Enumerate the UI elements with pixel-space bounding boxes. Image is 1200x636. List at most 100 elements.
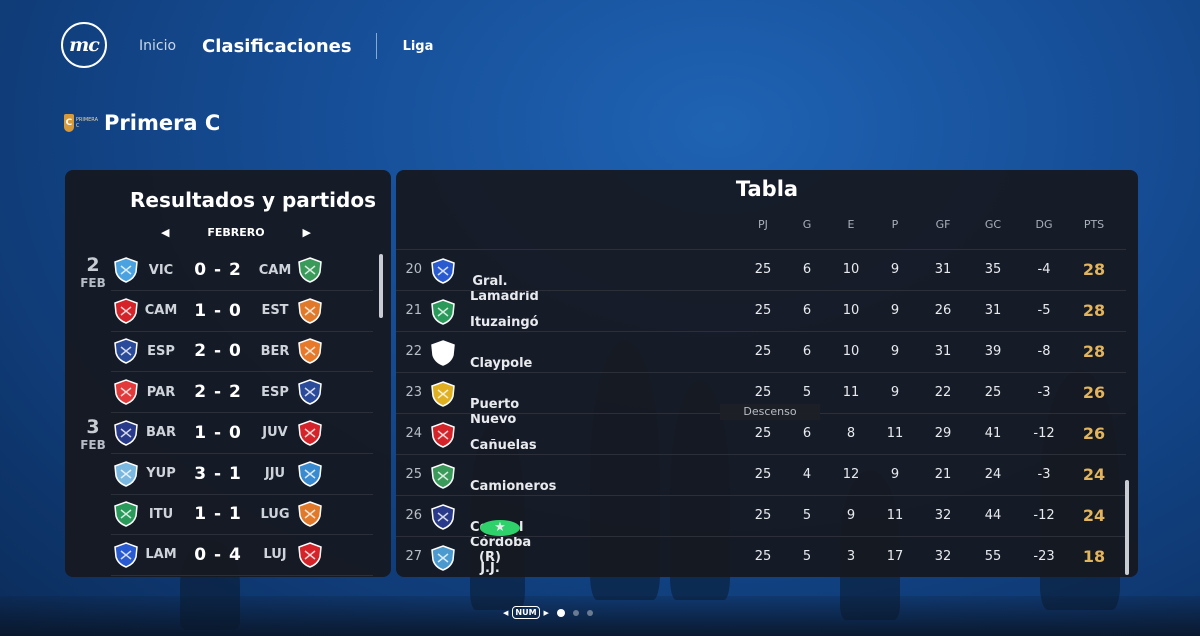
team-position: 20 <box>405 262 422 277</box>
team-crest-icon <box>428 379 458 409</box>
date-month: FEB <box>80 438 106 452</box>
match-row[interactable]: PAR 2 - 2 ESP <box>111 372 373 414</box>
match-row[interactable]: ITU 1 - 1 LUG <box>111 494 373 536</box>
stat-pts: 26 <box>1082 424 1106 443</box>
stat-p: 9 <box>890 344 900 359</box>
home-team-abbr: ESP <box>147 343 175 359</box>
stat-gc: 31 <box>984 303 1002 318</box>
stat-p: 9 <box>890 385 900 400</box>
nav-liga[interactable]: Liga <box>402 38 434 54</box>
stat-dg: -5 <box>1037 303 1051 318</box>
stat-e: 3 <box>846 549 856 564</box>
home-team-abbr: LAM <box>145 547 177 563</box>
stat-e: 10 <box>842 303 860 318</box>
match-row[interactable]: LAM 0 - 4 LUJ <box>111 535 373 576</box>
away-team-crest-icon <box>295 418 325 448</box>
match-row[interactable]: BAR 1 - 0 JUV <box>111 413 373 454</box>
away-team-abbr: LUG <box>260 506 290 522</box>
app-logo[interactable]: mc <box>61 22 107 68</box>
away-team-crest-icon <box>295 459 325 489</box>
away-team-abbr: BER <box>260 343 290 359</box>
standings-row[interactable]: 21 Ituzaingó 25 6 10 9 26 31 -5 28 <box>396 290 1126 331</box>
nav-clasificaciones[interactable]: Clasificaciones <box>202 35 352 57</box>
pager-right-icon[interactable]: ▶ <box>543 608 549 617</box>
home-team-crest-icon <box>111 540 141 570</box>
stat-pts: 24 <box>1082 465 1106 484</box>
stat-pts: 26 <box>1082 383 1106 402</box>
prev-month-icon[interactable]: ◀ <box>161 226 170 239</box>
nav-inicio[interactable]: Inicio <box>139 38 177 54</box>
team-crest-icon <box>428 543 458 573</box>
team-position: 24 <box>405 426 422 441</box>
stat-gc: 35 <box>984 262 1002 277</box>
stat-gf: 31 <box>934 262 952 277</box>
stat-e: 10 <box>842 262 860 277</box>
away-team-abbr: ESP <box>261 384 289 400</box>
team-name: Camioneros <box>470 479 557 494</box>
team-position: 22 <box>405 344 422 359</box>
stat-e: 11 <box>842 385 860 400</box>
match-row[interactable]: YUP 3 - 1 JJU <box>111 454 373 495</box>
match-score: 2 - 0 <box>194 341 242 362</box>
away-team-crest-icon <box>295 255 325 285</box>
month-label: FEBRERO <box>207 226 265 239</box>
stat-dg: -12 <box>1033 508 1055 523</box>
stat-gf: 21 <box>934 467 952 482</box>
stat-dg: -3 <box>1037 385 1051 400</box>
standings-row[interactable]: 23 Puerto Nuevo 25 5 11 9 22 25 -3 26 <box>396 372 1126 427</box>
standings-scrollbar[interactable] <box>1125 480 1129 575</box>
stat-gf: 26 <box>934 303 952 318</box>
standings-row[interactable]: 20 Gral. Lamadrid 25 6 10 9 31 35 -4 28 <box>396 249 1126 304</box>
home-team-abbr: PAR <box>146 384 176 400</box>
stat-gc: 39 <box>984 344 1002 359</box>
stat-g: 6 <box>802 262 812 277</box>
stat-g: 6 <box>802 426 812 441</box>
next-month-icon[interactable]: ▶ <box>302 226 311 239</box>
home-team-crest-icon <box>111 255 141 285</box>
team-crest-icon <box>428 338 458 368</box>
team-position: 25 <box>405 467 422 482</box>
away-team-abbr: JJU <box>264 466 286 481</box>
results-scrollbar[interactable] <box>379 254 383 318</box>
standings-row[interactable]: 27 J.J. de Urquiza 25 5 3 17 32 55 -23 18 <box>396 536 1126 577</box>
stat-gc: 44 <box>984 508 1002 523</box>
results-panel: Resultados y partidos ◀ FEBRERO ▶ 2 FEB … <box>65 170 391 577</box>
stat-pj: 25 <box>754 549 772 564</box>
stat-gf: 32 <box>934 508 952 523</box>
home-team-crest-icon <box>111 336 141 366</box>
stat-pts: 28 <box>1082 342 1106 361</box>
page-dot[interactable] <box>586 609 593 616</box>
team-crest-icon <box>428 420 458 450</box>
stat-gc: 55 <box>984 549 1002 564</box>
home-team-abbr: BAR <box>146 425 176 441</box>
pager-left-icon[interactable]: ◀ <box>503 608 509 617</box>
standings-row[interactable]: 25 Camioneros 25 4 12 9 21 24 -3 24 <box>396 454 1126 495</box>
stat-pj: 25 <box>754 467 772 482</box>
stat-pj: 25 <box>754 344 772 359</box>
stat-g: 5 <box>802 549 812 564</box>
standings-row[interactable]: 22 Claypole 25 6 10 9 31 39 -8 28 <box>396 331 1126 372</box>
match-row[interactable]: VIC 0 - 2 CAM <box>111 250 373 291</box>
stat-dg: -23 <box>1033 549 1055 564</box>
relegation-zone-label: Descenso <box>720 404 820 420</box>
stat-dg: -3 <box>1037 467 1051 482</box>
date-day: 3 <box>86 416 100 438</box>
stat-p: 11 <box>886 508 904 523</box>
star-icon: ★ <box>480 520 520 536</box>
stat-gc: 24 <box>984 467 1002 482</box>
col-gf: GF <box>935 218 951 231</box>
team-position: 21 <box>405 303 422 318</box>
match-row[interactable]: CAM 1 - 0 EST <box>111 291 373 332</box>
match-row[interactable]: ESP 2 - 0 BER <box>111 331 373 373</box>
stat-e: 8 <box>846 426 856 441</box>
stat-g: 6 <box>802 303 812 318</box>
page-dot[interactable] <box>572 609 579 616</box>
stat-p: 9 <box>890 303 900 318</box>
stat-gf: 22 <box>934 385 952 400</box>
team-name: J.J. de Urquiza <box>480 561 500 577</box>
league-badge-icon: C PRIMERA C <box>64 113 98 133</box>
away-team-crest-icon <box>295 499 325 529</box>
home-team-crest-icon <box>111 459 141 489</box>
page-dot-active[interactable] <box>556 608 565 617</box>
